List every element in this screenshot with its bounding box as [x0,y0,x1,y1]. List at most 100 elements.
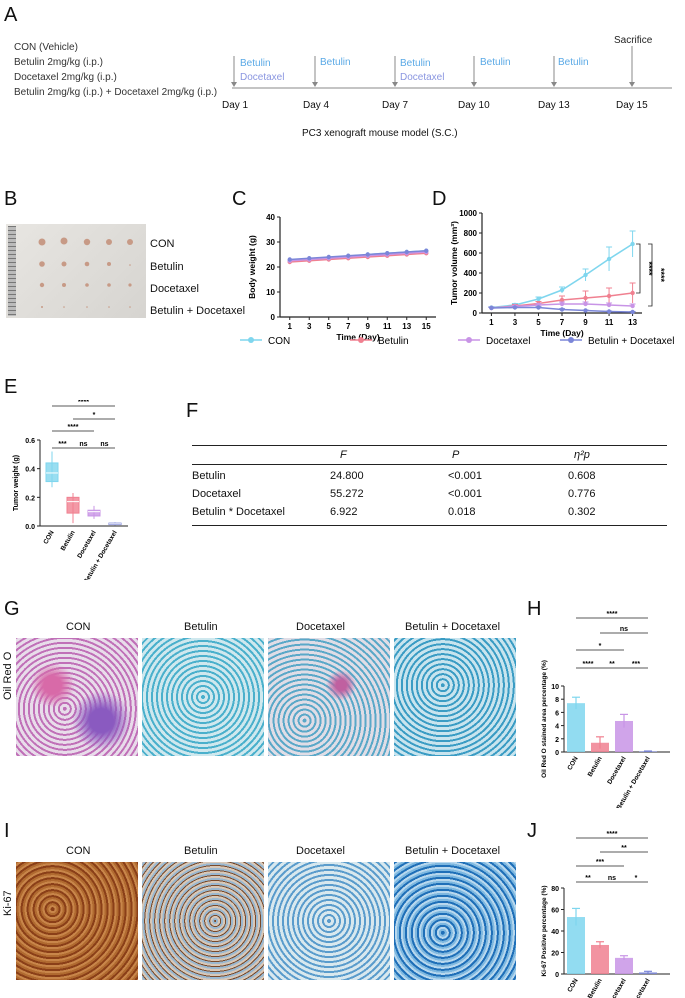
sig-label: **** [644,261,654,276]
sig-label: *** [58,441,66,448]
event-docetaxel: Docetaxel [400,72,445,83]
legend-label: Betulin + Docetaxel [588,336,674,347]
tumor-dots [38,237,133,308]
event-day7: Betulin Docetaxel [400,57,444,85]
tumor-weight-chart: 0.0 0.2 0.4 0.6 Tumor weight (g) CON Betulin Do… [13,400,128,580]
anova-table: F P η²p Betulin 24.800 <0.001 0.608 Doce… [192,445,667,526]
y-axis-label: Tumor weight (g) [13,455,20,511]
y-axis-label: Body weight (g) [247,235,257,299]
y-tick-label: 10 [266,288,275,297]
group-combo: Betulin 2mg/kg (i.p.) + Docetaxel 2mg/kg… [14,87,218,98]
y-tick-label: 0 [555,750,559,757]
data-point [385,251,390,256]
event-day4: Betulin [320,57,351,68]
cell-eta: 0.608 [568,470,596,482]
day-label: Day 1 [222,100,249,111]
day-label: Day 10 [458,100,490,111]
sig-label: ns [608,875,616,882]
data-point [630,309,635,315]
oil-red-o-image-con [16,638,138,756]
legend-label: Docetaxel [486,336,530,347]
sig-label: * [599,643,602,650]
panel-label-j: J [527,820,537,842]
i-title-docetaxel: Docetaxel [296,845,345,857]
data-point [307,256,312,261]
table-body: Betulin 24.800 <0.001 0.608 Docetaxel 55… [192,465,667,526]
y-tick-label: 0.6 [25,438,35,445]
x-tick-label: 11 [605,318,614,327]
g-title-docetaxel: Docetaxel [296,621,345,633]
y-tick-label: 0 [555,972,559,979]
sig-label: ** [609,661,615,668]
panel-label-a: A [4,4,18,26]
timeline-arrow-head [392,82,398,87]
bar [615,720,633,752]
data-point [512,305,518,310]
data-point [559,287,565,293]
sig-bracket [636,243,641,294]
legend-marker [466,337,472,343]
y-tick-label: 4 [555,724,559,731]
data-point [606,302,612,308]
x-tick-label: 5 [327,322,332,331]
group-docetaxel: Docetaxel 2mg/kg (i.p.) [14,72,117,83]
panel-label-e: E [4,376,18,398]
cell-p: 0.018 [448,506,476,518]
legend-label: Betulin [378,336,409,347]
y-axis-label: Oil Red O stained area percentage (%) [541,660,548,778]
ki67-side-label: Ki-67 [2,890,14,916]
panel-label-d: D [432,188,447,210]
series-line [289,252,427,263]
x-axis-label: Time (Day) [336,332,379,342]
data-point [606,256,612,262]
sig-label: *** [632,661,640,668]
day-label: Day 15 [616,100,648,111]
y-tick-label: 400 [464,269,478,278]
data-point [630,303,635,309]
data-point [489,305,494,311]
x-tick-label: Docetaxel [76,529,98,559]
data-point [583,308,588,313]
y-tick-label: 200 [464,289,478,298]
event-day10: Betulin [480,57,511,68]
x-tick-label: 3 [307,322,312,331]
panel-label-b: B [4,188,18,210]
oil-red-o-image-combo [394,638,516,756]
panel-label-f: F [186,400,199,422]
y-tick-label: 20 [551,951,559,958]
data-point [404,249,409,255]
x-tick-label: 9 [583,318,588,327]
ki67-image-con [16,862,138,980]
g-title-con: CON [66,621,91,633]
sig-label: **** [656,268,666,283]
sig-label: ** [585,875,591,882]
y-tick-label: 20 [266,263,275,272]
sig-label: **** [607,831,618,838]
timeline-arrow-head [231,82,237,87]
data-point [536,296,541,302]
cell-f: 24.800 [330,470,364,482]
timeline [231,46,672,89]
group-list: CON (Vehicle) Betulin 2mg/kg (i.p.) Doce… [14,40,217,100]
cell-p: <0.001 [448,488,482,500]
ruler-image [8,226,16,316]
event-betulin: Betulin [240,58,271,69]
y-tick-label: 0 [473,309,478,318]
y-tick-label: 0 [271,313,276,322]
day-label: Day 13 [538,100,570,111]
g-title-betulin: Betulin [184,621,218,633]
y-tick-label: 1000 [459,209,477,218]
sig-label: * [635,875,638,882]
oil-red-o-image-betulin [142,638,264,756]
table-header: F P η²p [192,445,667,465]
x-tick-label: Docetaxel [606,755,628,785]
timeline-arrow-head [629,82,635,87]
data-point [630,290,635,296]
y-tick-label: 2 [555,737,559,744]
group-betulin: Betulin 2mg/kg (i.p.) [14,57,103,68]
bar [567,703,585,752]
panel-label-c: C [232,188,247,210]
sig-label: **** [68,424,79,431]
sig-label: ns [100,441,108,448]
y-axis-label: Ki-67 Positive percentage (%) [541,885,548,976]
